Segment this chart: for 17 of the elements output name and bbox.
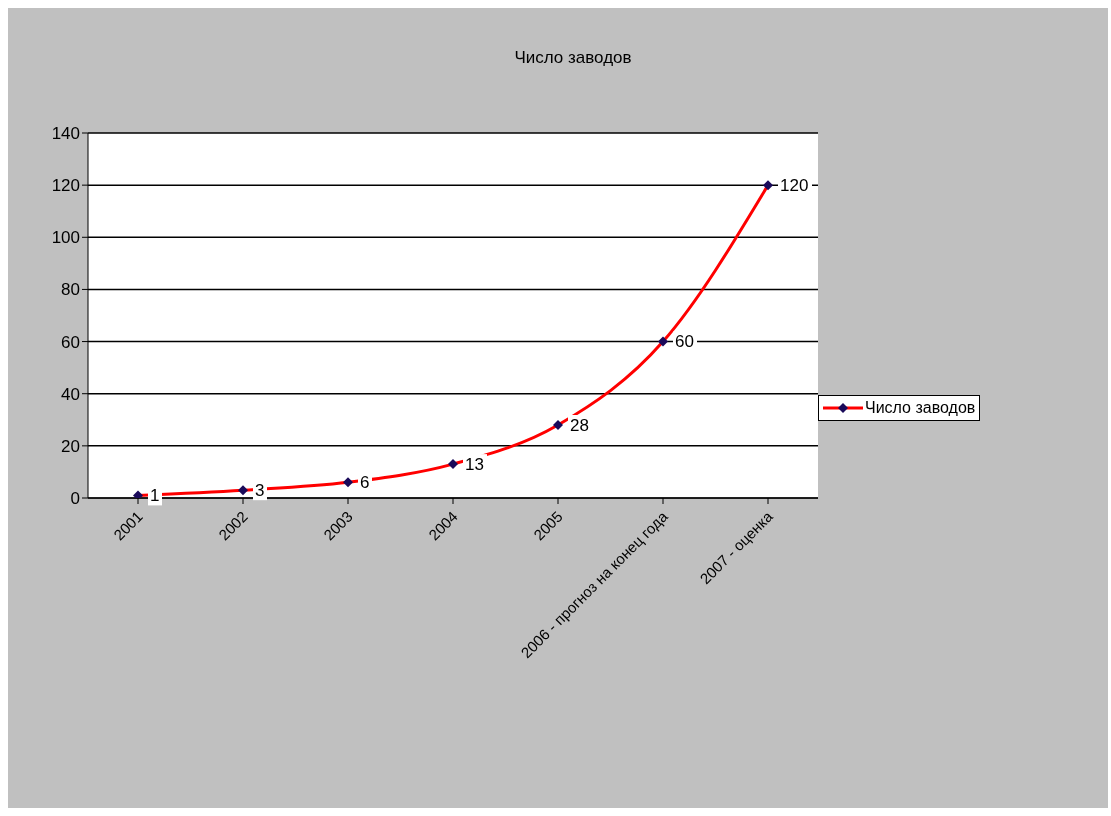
- y-tick-label: 60: [61, 332, 80, 352]
- y-tick-label: 120: [51, 176, 80, 196]
- data-label: 28: [570, 415, 589, 435]
- data-label: 60: [675, 332, 694, 352]
- chart-title: Число заводов: [513, 48, 633, 68]
- y-tick-label: 80: [61, 280, 80, 300]
- y-tick-label: 140: [51, 124, 80, 144]
- y-tick-label: 40: [61, 384, 80, 404]
- y-tick-label: 20: [61, 436, 80, 456]
- y-tick-label: 0: [70, 489, 80, 509]
- data-label: 120: [780, 175, 809, 195]
- data-label: 6: [360, 472, 370, 492]
- y-tick-label: 100: [51, 228, 80, 248]
- data-label: 13: [465, 454, 484, 474]
- data-label: 3: [255, 480, 265, 500]
- data-label: 1: [150, 485, 160, 505]
- legend-label: Число заводов: [865, 399, 976, 417]
